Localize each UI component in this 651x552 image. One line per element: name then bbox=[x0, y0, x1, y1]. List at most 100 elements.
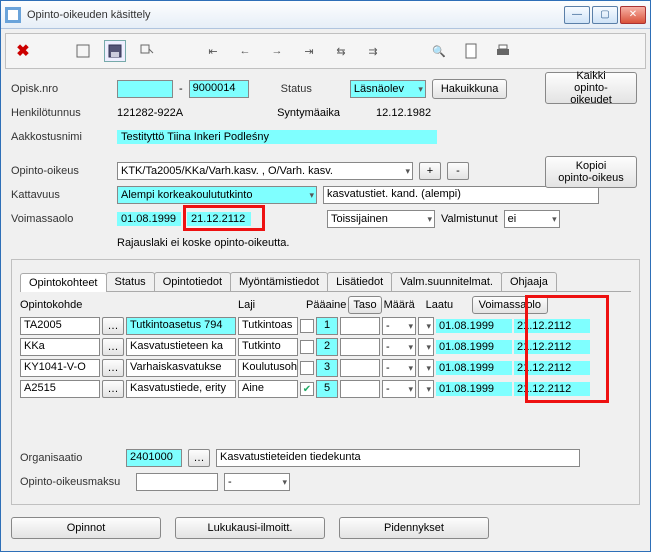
minus-button[interactable]: - bbox=[447, 162, 469, 180]
status-dropdown[interactable]: Läsnäolev▾ bbox=[350, 80, 426, 98]
kattavuus-dropdown[interactable]: Alempi korkeakoulututkinto▾ bbox=[117, 186, 317, 204]
minimize-button[interactable]: — bbox=[564, 6, 590, 24]
window-title: Opinto-oikeuden käsittely bbox=[27, 9, 564, 21]
maksu2-dropdown[interactable]: -▾ bbox=[224, 473, 290, 491]
tab-lisätiedot[interactable]: Lisätiedot bbox=[327, 272, 392, 291]
row-laatu-dropdown[interactable]: -▾ bbox=[382, 359, 416, 377]
label-opintooikeus: Opinto-oikeus bbox=[11, 165, 111, 177]
print-icon[interactable] bbox=[492, 40, 514, 62]
label-status: Status bbox=[281, 83, 312, 95]
opinnot-button[interactable]: Opinnot bbox=[11, 517, 161, 539]
row-maara[interactable] bbox=[340, 359, 380, 377]
row-extra-dropdown[interactable]: ▾ bbox=[418, 359, 434, 377]
nav-prev-icon[interactable]: ← bbox=[234, 40, 256, 62]
lukukausi-ilmoitt-button[interactable]: Lukukausi-ilmoitt. bbox=[175, 517, 325, 539]
tab-valm.suunnitelmat.[interactable]: Valm.suunnitelmat. bbox=[391, 272, 502, 291]
row-maara[interactable] bbox=[340, 317, 380, 335]
row-extra-dropdown[interactable]: ▾ bbox=[418, 317, 434, 335]
table-row: A2515…Kasvatustiede, erityAine✔5-▾▾01.08… bbox=[20, 380, 631, 398]
hakuikkuna-button[interactable]: Hakuikkuna bbox=[432, 79, 507, 99]
row-paaaine-checkbox[interactable] bbox=[300, 340, 314, 354]
voimassaolo-button[interactable]: Voimassaolo bbox=[472, 296, 548, 314]
organisaatio-name-field[interactable]: Kasvatustieteiden tiedekunta bbox=[216, 449, 580, 467]
nav-6-icon[interactable]: ⇉ bbox=[362, 40, 384, 62]
row-taso[interactable]: 1 bbox=[316, 317, 338, 335]
row-lookup-button[interactable]: … bbox=[102, 380, 124, 398]
tab-opintotiedot[interactable]: Opintotiedot bbox=[154, 272, 231, 291]
opisknro-b-field[interactable]: 9000014 bbox=[189, 80, 249, 98]
row-lookup-button[interactable]: … bbox=[102, 317, 124, 335]
taso-button[interactable]: Taso bbox=[348, 296, 381, 314]
row-lookup-button[interactable]: … bbox=[102, 359, 124, 377]
pidennykset-button[interactable]: Pidennykset bbox=[339, 517, 489, 539]
label-opisknro: Opisk.nro bbox=[11, 83, 111, 95]
row-taso[interactable]: 5 bbox=[316, 380, 338, 398]
row-date-start: 01.08.1999 bbox=[436, 361, 512, 375]
row-lookup-button[interactable]: … bbox=[102, 338, 124, 356]
opisknro-a-field[interactable] bbox=[117, 80, 173, 98]
organisaatio-code-field[interactable]: 2401000 bbox=[126, 449, 182, 467]
close-button[interactable]: ✕ bbox=[620, 6, 646, 24]
plus-button[interactable]: + bbox=[419, 162, 441, 180]
row-laji[interactable]: Koulutusoh bbox=[238, 359, 298, 377]
tab-ohjaaja[interactable]: Ohjaaja bbox=[501, 272, 557, 291]
row-date-start: 01.08.1999 bbox=[436, 319, 512, 333]
syntymaaika-value: 12.12.1982 bbox=[376, 107, 431, 119]
row-extra-dropdown[interactable]: ▾ bbox=[418, 380, 434, 398]
row-taso[interactable]: 2 bbox=[316, 338, 338, 356]
search-icon[interactable]: 🔍 bbox=[428, 40, 450, 62]
label-opintooikeusmaksu: Opinto-oikeusmaksu bbox=[20, 476, 130, 488]
chevron-down-icon: ▾ bbox=[282, 477, 287, 488]
kaikki-oikeudet-button[interactable]: Kaikki opinto-oikeudet bbox=[545, 72, 637, 104]
tab-opintokohteet[interactable]: Opintokohteet bbox=[20, 273, 107, 292]
row-date-end: 21.12.2112 bbox=[514, 319, 590, 333]
tab-myöntämistiedot[interactable]: Myöntämistiedot bbox=[230, 272, 328, 291]
table-row: KKa…Kasvatustieteen kaTutkinto 2 -▾▾01.08.… bbox=[20, 338, 631, 356]
chevron-down-icon: ▾ bbox=[405, 166, 410, 177]
label-kattavuus: Kattavuus bbox=[11, 189, 111, 201]
app-icon bbox=[5, 7, 21, 23]
doc-icon[interactable] bbox=[460, 40, 482, 62]
toolbar-btn-3[interactable] bbox=[136, 40, 158, 62]
nav-next-icon[interactable]: → bbox=[266, 40, 288, 62]
row-date-start: 01.08.1999 bbox=[436, 340, 512, 354]
maximize-button[interactable]: ▢ bbox=[592, 6, 618, 24]
row-laatu-dropdown[interactable]: -▾ bbox=[382, 338, 416, 356]
organisaatio-lookup-button[interactable]: … bbox=[188, 449, 210, 467]
row-maara[interactable] bbox=[340, 380, 380, 398]
toissijainen-dropdown[interactable]: Toissijainen▾ bbox=[327, 210, 435, 228]
row-paaaine-checkbox[interactable]: ✔ bbox=[300, 382, 314, 396]
nav-5-icon[interactable]: ⇆ bbox=[330, 40, 352, 62]
row-code[interactable]: A2515 bbox=[20, 380, 100, 398]
toolbar-btn-1[interactable] bbox=[72, 40, 94, 62]
row-code[interactable]: KY1041-V-O bbox=[20, 359, 100, 377]
nav-last-icon[interactable]: ⇥ bbox=[298, 40, 320, 62]
kattavuus2-field[interactable]: kasvatustiet. kand. (alempi) bbox=[323, 186, 599, 204]
row-name[interactable]: Kasvatustiede, erity bbox=[126, 380, 236, 398]
kopioi-oikeus-button[interactable]: Kopioi opinto-oikeus bbox=[545, 156, 637, 188]
row-maara[interactable] bbox=[340, 338, 380, 356]
row-extra-dropdown[interactable]: ▾ bbox=[418, 338, 434, 356]
row-laatu-dropdown[interactable]: -▾ bbox=[382, 380, 416, 398]
row-name[interactable]: Varhaiskasvatukse bbox=[126, 359, 236, 377]
row-paaaine-checkbox[interactable] bbox=[300, 361, 314, 375]
row-taso[interactable]: 3 bbox=[316, 359, 338, 377]
opintooikeus-dropdown[interactable]: KTK/Ta2005/KKa/Varh.kasv. , O/Varh. kasv… bbox=[117, 162, 413, 180]
row-laji[interactable]: Tutkintoas bbox=[238, 317, 298, 335]
row-name[interactable]: Tutkintoasetus 794 bbox=[126, 317, 236, 335]
row-laatu-dropdown[interactable]: -▾ bbox=[382, 317, 416, 335]
row-laji[interactable]: Tutkinto bbox=[238, 338, 298, 356]
row-code[interactable]: KKa bbox=[20, 338, 100, 356]
row-laji[interactable]: Aine bbox=[238, 380, 298, 398]
henkilotunnus-value: 121282-922A bbox=[117, 107, 183, 119]
valmistunut-dropdown[interactable]: ei▾ bbox=[504, 210, 560, 228]
maksu1-field[interactable] bbox=[136, 473, 218, 491]
row-code[interactable]: TA2005 bbox=[20, 317, 100, 335]
nav-first-icon[interactable]: ⇤ bbox=[202, 40, 224, 62]
tab-status[interactable]: Status bbox=[106, 272, 155, 291]
row-date-end: 21.12.2112 bbox=[514, 361, 590, 375]
save-icon[interactable] bbox=[104, 40, 126, 62]
cancel-icon[interactable]: ✖ bbox=[12, 40, 34, 62]
row-name[interactable]: Kasvatustieteen ka bbox=[126, 338, 236, 356]
row-paaaine-checkbox[interactable] bbox=[300, 319, 314, 333]
